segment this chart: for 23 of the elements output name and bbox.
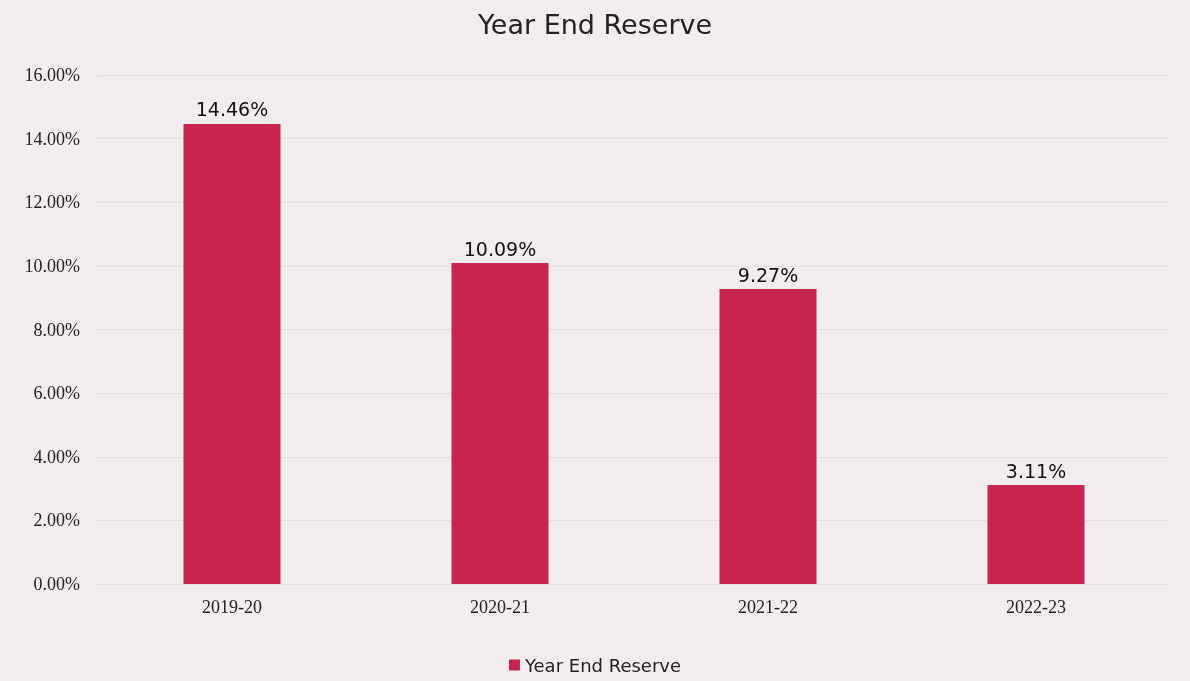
y-tick-label: 0.00% bbox=[33, 574, 80, 594]
bar bbox=[451, 263, 549, 584]
chart-title: Year End Reserve bbox=[476, 9, 713, 40]
bar bbox=[183, 123, 281, 584]
data-label: 14.46% bbox=[195, 98, 269, 121]
y-tick-label: 4.00% bbox=[33, 446, 80, 467]
data-label: 10.09% bbox=[463, 237, 537, 260]
y-tick-label: 8.00% bbox=[33, 319, 80, 340]
y-tick-label: 2.00% bbox=[33, 510, 80, 531]
y-tick-label: 12.00% bbox=[24, 192, 80, 213]
bar bbox=[987, 485, 1085, 584]
data-label: 9.27% bbox=[737, 263, 799, 286]
data-label: 3.11% bbox=[1005, 459, 1067, 482]
x-tick-label: 2020-21 bbox=[470, 597, 530, 617]
x-tick-label: 2022-23 bbox=[1006, 597, 1066, 617]
y-tick-label: 6.00% bbox=[33, 383, 80, 404]
legend-label: Year End Reserve bbox=[523, 654, 682, 676]
x-tick-label: 2021-22 bbox=[738, 597, 798, 617]
bar bbox=[719, 289, 817, 584]
x-tick-label: 2019-20 bbox=[202, 597, 262, 617]
y-tick-label: 16.00% bbox=[24, 65, 80, 85]
y-tick-label: 10.00% bbox=[24, 255, 80, 276]
y-tick-label: 14.00% bbox=[24, 128, 80, 149]
